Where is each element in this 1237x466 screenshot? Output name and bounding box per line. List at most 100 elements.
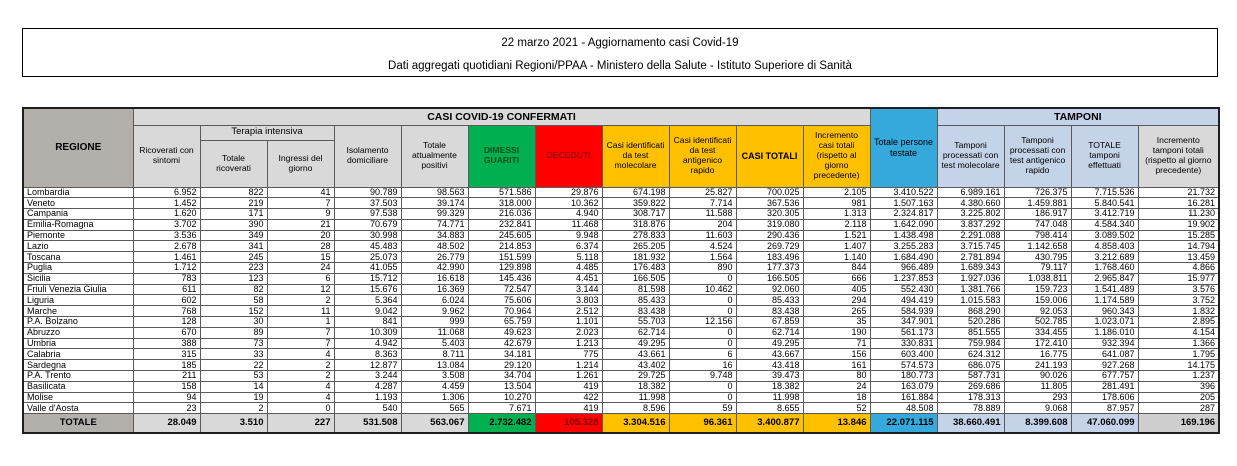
value-cell: 3.752 [1137,294,1220,307]
value-cell: 87.957 [1070,402,1139,415]
table-body: Lombardia 6.952 822 41 90.789 98.563 571.586 29… [22,186,1220,434]
value-cell: 29.876 [534,186,603,199]
value-cell: 28 [266,240,335,253]
column-header-persone-testate: Totale persone testate [869,107,938,188]
value-cell: 602 [132,294,201,307]
value-cell: 39.174 [400,197,469,210]
value-cell: 0 [668,272,737,285]
value-cell: 1.712 [132,262,201,274]
table-row: Marche 768 152 11 9.042 9.962 70.964 2.512 83.43… [22,305,1220,318]
table-row: Umbria 388 73 7 4.942 5.403 42.679 1.213 49.295 0… [22,337,1220,350]
value-cell: 183.496 [735,251,804,264]
value-cell: 9.748 [668,370,737,382]
value-cell: 29.120 [467,359,536,372]
value-cell: 3.536 [132,229,201,242]
value-cell: 25.073 [333,251,402,264]
value-cell: 5.118 [534,251,603,264]
value-cell: 10.462 [668,283,737,296]
value-cell: 419 [534,380,603,393]
value-cell: 55.703 [601,316,670,328]
value-cell: 11.998 [601,391,670,404]
column-header-tamponi-molecolare: Tamponi processati con test molecolare [936,124,1005,188]
value-cell: 6 [266,272,335,285]
value-cell: 9.948 [534,229,603,242]
value-cell: 6 [668,348,737,361]
value-cell: 74.771 [400,218,469,231]
value-cell: 161 [802,359,871,372]
value-cell: 798.414 [1003,229,1072,242]
value-cell: 4.866 [1137,262,1220,274]
value-cell: 43.667 [735,348,804,361]
value-cell: 85.433 [601,294,670,307]
value-cell: 318.876 [601,218,670,231]
value-cell: 388 [132,337,201,350]
region-name: Sardegna [22,359,134,372]
value-cell: 99.329 [400,208,469,220]
value-cell: 169.196 [1137,413,1220,434]
value-cell: 65.759 [467,316,536,328]
value-cell: 1.832 [1137,305,1220,318]
total-row: TOTALE 28.049 3.510 227 531.508 563.067 2.732.… [22,413,1220,434]
value-cell: 7.671 [467,402,536,415]
value-cell: 82 [199,283,268,296]
value-cell: 502.785 [1003,316,1072,328]
value-cell: 19.902 [1137,218,1220,231]
value-cell: 10.309 [333,326,402,339]
value-cell: 561.173 [869,326,938,339]
column-header-attualmente-positivi: Totale attualmente positivi [400,124,469,188]
value-cell: 16.775 [1003,348,1072,361]
value-cell: 151.599 [467,251,536,264]
region-name: Piemonte [22,229,134,242]
value-cell: 171 [199,208,268,220]
value-cell: 3.715.745 [936,240,1005,253]
covid-data-table: REGIONE CASI COVID-19 CONFERMATI Totale … [22,107,1221,434]
value-cell: 11.068 [400,326,469,339]
value-cell: 1.015.583 [936,294,1005,307]
value-cell: 15.285 [1137,229,1220,242]
value-cell: 4 [266,348,335,361]
value-cell: 422 [534,391,603,404]
value-cell: 89 [199,326,268,339]
value-cell: 330.831 [869,337,938,350]
value-cell: 186.917 [1003,208,1072,220]
column-header-casi-totali: CASI TOTALI [735,124,804,188]
column-header-ricoverati-sintomi: Ricoverati con sintomi [132,124,201,188]
value-cell: 4.485 [534,262,603,274]
value-cell: 0 [266,402,335,415]
value-cell: 686.075 [936,359,1005,372]
value-cell: 49.623 [467,326,536,339]
value-cell: 2.291.088 [936,229,1005,242]
value-cell: 571.586 [467,186,536,199]
value-cell: 1.237 [1137,370,1220,382]
value-cell: 59 [668,402,737,415]
value-cell: 966.489 [869,262,938,274]
value-cell: 13.459 [1137,251,1220,264]
value-cell: 265.205 [601,240,670,253]
value-cell: 868.290 [936,305,1005,318]
value-cell: 281.491 [1070,380,1139,393]
region-name: Veneto [22,197,134,210]
value-cell: 159.006 [1003,294,1072,307]
value-cell: 52 [802,402,871,415]
value-cell: 18.382 [735,380,804,393]
value-cell: 8.363 [333,348,402,361]
column-header-regione: REGIONE [22,107,134,188]
value-cell: 92.053 [1003,305,1072,318]
value-cell: 1.564 [668,251,737,264]
column-header-dimessi-guariti: DIMESSI GUARITI [467,124,536,188]
value-cell: 216.036 [467,208,536,220]
value-cell: 223 [199,262,268,274]
value-cell: 13.504 [467,380,536,393]
value-cell: 2 [266,359,335,372]
table-row: Lazio 2.678 341 28 45.483 48.502 214.853 6.374 2… [22,240,1220,253]
region-name: Sicilia [22,272,134,285]
value-cell: 105.328 [534,413,603,434]
value-cell: 3.400.877 [735,413,804,434]
value-cell: 3.702 [132,218,201,231]
value-cell: 11.468 [534,218,603,231]
value-cell: 552.430 [869,283,938,296]
value-cell: 26.779 [400,251,469,264]
value-cell: 4.154 [1137,326,1220,339]
value-cell: 1.461 [132,251,201,264]
value-cell: 318.000 [467,197,536,210]
